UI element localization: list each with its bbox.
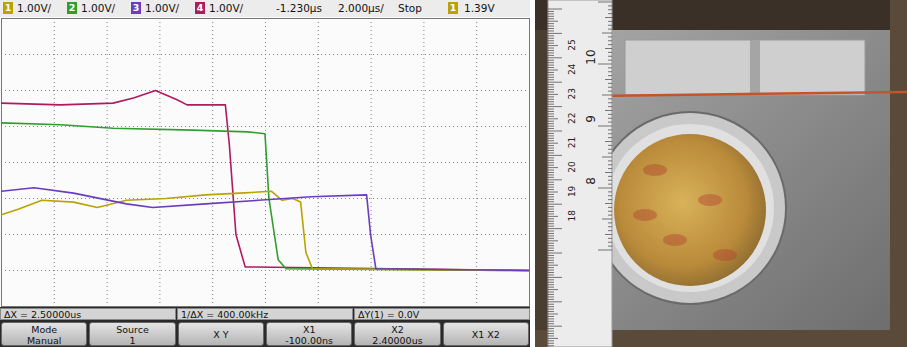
svg-text:8: 8 bbox=[584, 177, 598, 185]
html-text:1/ΔX = 400.00kHz: 1/ΔX = 400.00kHz bbox=[181, 309, 269, 320]
html-text:4: 4 bbox=[196, 2, 204, 13]
html-text:Stop: Stop bbox=[398, 2, 422, 14]
svg-text:23: 23 bbox=[567, 88, 577, 99]
html-text:X1: X1 bbox=[302, 324, 316, 335]
svg-text:24: 24 bbox=[567, 63, 577, 75]
html-text:Manual: Manual bbox=[26, 335, 62, 346]
html-text:-100.00ns: -100.00ns bbox=[285, 335, 333, 346]
svg-text:22: 22 bbox=[567, 112, 577, 123]
html-text:1: 1 bbox=[449, 2, 457, 13]
html-text:2: 2 bbox=[68, 2, 76, 13]
svg-text:9: 9 bbox=[584, 115, 598, 123]
html-text:1.00V/: 1.00V/ bbox=[81, 2, 116, 14]
html-text:X Y: X Y bbox=[213, 329, 229, 340]
html-text:1.39V: 1.39V bbox=[464, 2, 495, 14]
html-text:2.000µs/: 2.000µs/ bbox=[338, 2, 384, 14]
svg-text:19: 19 bbox=[567, 185, 577, 197]
html-text:1.00V/: 1.00V/ bbox=[145, 2, 180, 14]
svg-text:21: 21 bbox=[567, 137, 577, 148]
svg-text:10: 10 bbox=[584, 49, 598, 64]
html-text:2.40000us: 2.40000us bbox=[372, 335, 423, 346]
html-text:X2: X2 bbox=[391, 324, 404, 335]
html-text:1: 1 bbox=[129, 335, 136, 346]
html-text:1.00V/: 1.00V/ bbox=[17, 2, 52, 14]
html-text:X1 X2: X1 X2 bbox=[471, 329, 500, 340]
html-text:3: 3 bbox=[132, 2, 140, 13]
html-text:-1.230µs: -1.230µs bbox=[276, 2, 322, 14]
html-text:Mode: Mode bbox=[31, 324, 58, 335]
html-text:1: 1 bbox=[4, 2, 12, 13]
html-text:ΔX = 2.50000us: ΔX = 2.50000us bbox=[4, 309, 82, 320]
html-text:1.00V/: 1.00V/ bbox=[209, 2, 244, 14]
svg-text:25: 25 bbox=[567, 39, 577, 50]
svg-text:20: 20 bbox=[567, 161, 577, 173]
html-text:Source: Source bbox=[116, 324, 149, 335]
svg-text:18: 18 bbox=[567, 210, 577, 222]
html-text:ΔY(1) = 0.0V: ΔY(1) = 0.0V bbox=[358, 309, 420, 320]
